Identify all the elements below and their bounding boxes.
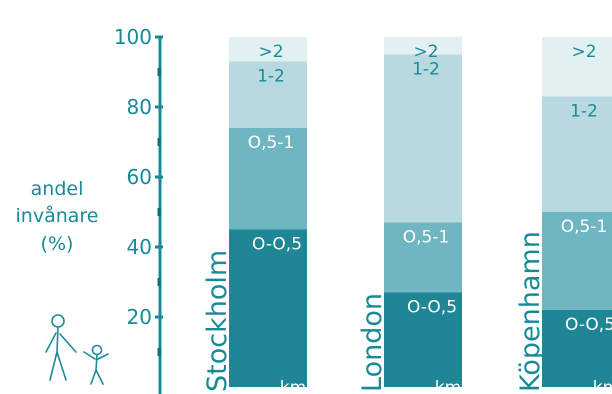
segment-label: O,5-1 bbox=[248, 133, 295, 153]
segment-label: >2 bbox=[571, 42, 596, 62]
unit-label: km bbox=[435, 378, 461, 394]
segment-label: >2 bbox=[258, 42, 283, 62]
category-label: Köpenhamn bbox=[515, 231, 546, 392]
segment-label: O,5-1 bbox=[403, 228, 450, 248]
unit-label: km bbox=[280, 378, 306, 394]
segment-label: >2 bbox=[413, 42, 438, 62]
y-axis-ticks: 20 40 60 80 100 bbox=[114, 25, 163, 356]
bar-segment bbox=[229, 229, 307, 387]
segment-label: O-O,5 bbox=[252, 235, 302, 255]
bar-segment bbox=[542, 37, 612, 97]
category-label: London bbox=[357, 293, 388, 392]
segment-label: 1-2 bbox=[257, 67, 285, 87]
y-tick-label: 60 bbox=[127, 165, 152, 189]
bar-segment bbox=[384, 292, 462, 387]
y-tick-label: 20 bbox=[127, 305, 152, 329]
bar-segment bbox=[384, 222, 462, 293]
bar-segment bbox=[384, 37, 462, 55]
y-tick-label: 40 bbox=[127, 235, 152, 259]
y-title-line: (%) bbox=[41, 233, 74, 255]
y-tick-label: 80 bbox=[127, 95, 152, 119]
bar-segment bbox=[542, 96, 612, 212]
y-axis-title: andel invånare (%) bbox=[16, 178, 99, 255]
bar-segment bbox=[542, 310, 612, 387]
segment-label: 1-2 bbox=[570, 102, 598, 122]
adult-child-walking-icon bbox=[45, 314, 109, 385]
bar-segment bbox=[384, 54, 462, 223]
segment-label: O-O,5 bbox=[407, 298, 457, 318]
segment-label: O-O,5 bbox=[565, 315, 612, 335]
bar-segment bbox=[229, 128, 307, 230]
bar-segment bbox=[542, 212, 612, 310]
segment-label: 1-2 bbox=[412, 60, 440, 80]
y-title-line: invånare bbox=[16, 204, 99, 227]
y-title-line: andel bbox=[31, 178, 84, 200]
segment-label: O,5-1 bbox=[561, 217, 608, 237]
y-tick-label: 100 bbox=[114, 25, 152, 49]
bar-segment bbox=[229, 61, 307, 128]
category-label: Stockholm bbox=[202, 250, 233, 392]
unit-label: km bbox=[593, 378, 612, 394]
bar-segment bbox=[229, 37, 307, 62]
